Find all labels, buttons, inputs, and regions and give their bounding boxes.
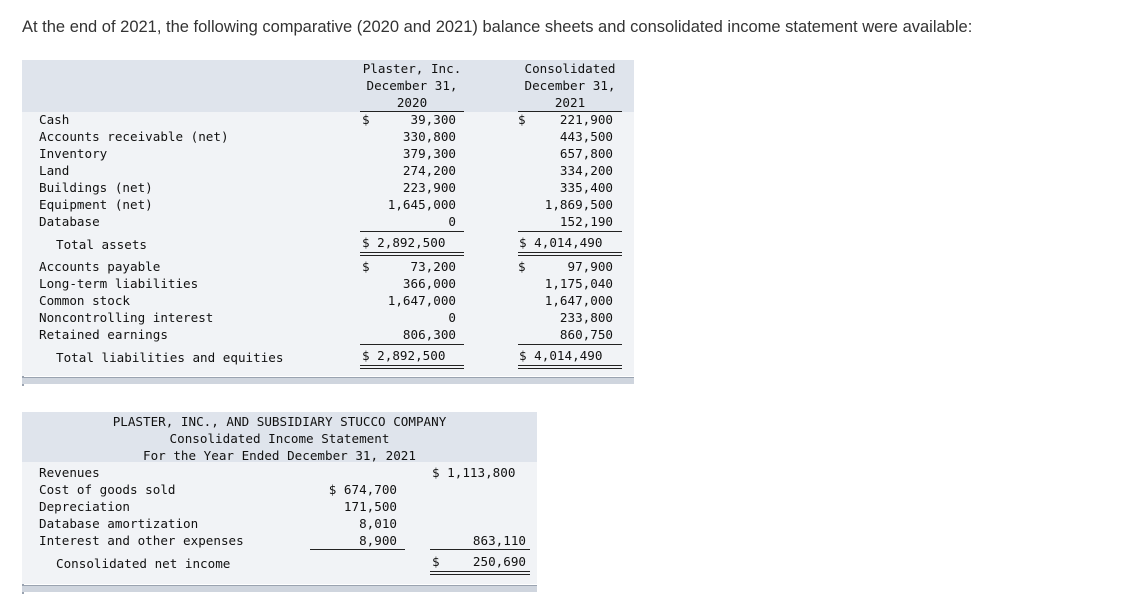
balance-header-shade — [22, 60, 634, 112]
le-sum-rule-2021 — [518, 344, 622, 345]
expense-value: 8,900 — [359, 533, 397, 548]
col-2021-header-rule — [518, 111, 622, 112]
expense-value: $ 674,700 — [328, 482, 397, 497]
total-le-label: Total liabilities and equities — [56, 350, 284, 365]
value-2021: 1,647,000 — [544, 293, 613, 308]
row-label: Cash — [39, 112, 70, 127]
value-2021: 1,175,040 — [544, 276, 613, 291]
value-2020: 1,647,000 — [387, 293, 456, 308]
income-header-shade — [22, 412, 537, 462]
expense-label: Cost of goods sold — [39, 482, 176, 497]
value-2021: 97,900 — [567, 259, 614, 274]
total-le-2020: $ 2,892,500 — [362, 348, 446, 363]
expense-label: Depreciation — [39, 499, 130, 514]
value-2020: 366,000 — [402, 276, 456, 291]
expenses-sum-rule — [310, 549, 405, 550]
assets-double-rule-2020 — [360, 252, 464, 256]
total-assets-2021: $ 4,014,490 — [519, 235, 603, 250]
le-double-rule-2021 — [518, 365, 622, 369]
value-2021: 335,400 — [559, 180, 613, 195]
dollar-sign: $ — [518, 259, 526, 274]
net-income-label: Consolidated net income — [56, 556, 231, 571]
income-title-line3: For the Year Ended December 31, 2021 — [143, 448, 416, 463]
row-label: Retained earnings — [39, 327, 168, 342]
net-income-value: 250,690 — [472, 554, 526, 569]
assets-sum-rule-2021 — [518, 231, 622, 232]
row-label: Long-term liabilities — [39, 276, 199, 291]
row-label: Database — [39, 214, 100, 229]
value-2020: 73,200 — [410, 259, 457, 274]
value-2021: 657,800 — [559, 146, 613, 161]
net-income-dollar: $ — [432, 554, 440, 569]
total-assets-label: Total assets — [56, 237, 147, 252]
row-label: Common stock — [39, 293, 130, 308]
row-label: Equipment (net) — [39, 197, 153, 212]
value-2020: 379,300 — [402, 146, 456, 161]
value-2020: 1,645,000 — [387, 197, 456, 212]
net-income-double-rule — [430, 571, 530, 575]
value-2021: 334,200 — [559, 163, 613, 178]
assets-sum-rule-2020 — [360, 231, 464, 232]
expense-value: 171,500 — [343, 499, 397, 514]
dollar-sign: $ — [362, 259, 370, 274]
col-2021-header-line3: 2021 — [554, 95, 586, 110]
value-2020: 0 — [448, 310, 456, 325]
revenues-value: $ 1,113,800 — [432, 465, 516, 480]
value-2021: 152,190 — [559, 214, 613, 229]
value-2021: 443,500 — [559, 129, 613, 144]
row-label: Land — [39, 163, 70, 178]
income-bottom-bar — [22, 585, 537, 592]
revenues-label: Revenues — [39, 465, 100, 480]
income-title-line1: PLASTER, INC., AND SUBSIDIARY STUCCO COM… — [112, 414, 447, 429]
le-sum-rule-2020 — [360, 344, 464, 345]
col-2021-header-line2: December 31, — [524, 78, 616, 93]
value-2020: 330,800 — [402, 129, 456, 144]
expense-value: 8,010 — [359, 516, 397, 531]
row-label: Buildings (net) — [39, 180, 153, 195]
value-2020: 39,300 — [410, 112, 457, 127]
le-double-rule-2020 — [360, 365, 464, 369]
row-label: Noncontrolling interest — [39, 310, 214, 325]
income-body-shade — [22, 462, 537, 584]
col-2020-header-rule — [360, 111, 464, 112]
assets-double-rule-2021 — [518, 252, 622, 256]
value-2021: 860,750 — [559, 327, 613, 342]
value-2021: 233,800 — [559, 310, 613, 325]
balance-bottom-bar — [22, 377, 634, 384]
expense-label: Database amortization — [39, 516, 199, 531]
total-assets-2020: $ 2,892,500 — [362, 235, 446, 250]
dollar-sign: $ — [362, 112, 370, 127]
value-2020: 0 — [448, 214, 456, 229]
income-title-line2: Consolidated Income Statement — [169, 431, 390, 446]
value-2020: 806,300 — [402, 327, 456, 342]
col-2021-header-line1: Consolidated — [524, 61, 616, 76]
col-2020-header-line3: 2020 — [396, 95, 428, 110]
total-le-2021: $ 4,014,490 — [519, 348, 603, 363]
value-2020: 274,200 — [402, 163, 456, 178]
intro-text: At the end of 2021, the following compar… — [22, 18, 973, 36]
col-2020-header-line2: December 31, — [366, 78, 458, 93]
row-label: Accounts receivable (net) — [39, 129, 229, 144]
dollar-sign: $ — [518, 112, 526, 127]
expense-label: Interest and other expenses — [39, 533, 244, 548]
col-2020-header-line1: Plaster, Inc. — [362, 61, 462, 76]
value-2021: 221,900 — [559, 112, 613, 127]
row-label: Inventory — [39, 146, 108, 161]
total-expenses-value: 863,110 — [472, 533, 526, 548]
row-label: Accounts payable — [39, 259, 161, 274]
value-2020: 223,900 — [402, 180, 456, 195]
total-expenses-rule — [430, 549, 530, 550]
value-2021: 1,869,500 — [544, 197, 613, 212]
balance-body-shade — [22, 112, 634, 376]
